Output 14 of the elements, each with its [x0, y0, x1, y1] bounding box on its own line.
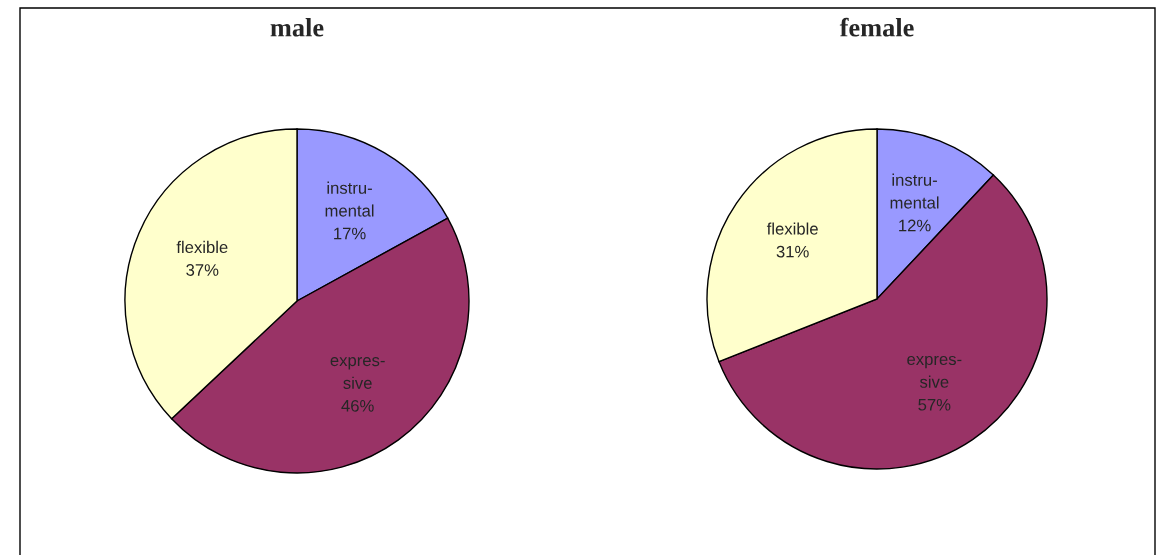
slice-label: instru- mental: [325, 181, 374, 217]
slice-label: expres- sive: [907, 355, 962, 388]
chart-title: male: [270, 18, 324, 37]
data-label: 57%: [918, 398, 951, 411]
slice-label: expres- sive: [330, 357, 385, 389]
data-label: 31%: [776, 245, 809, 258]
chart-title: female: [839, 17, 914, 37]
slice-label: flexible: [176, 240, 228, 254]
slice-label: flexible: [766, 222, 818, 235]
data-label: 12%: [899, 219, 931, 232]
data-label: 17%: [334, 227, 366, 240]
data-label: 46%: [341, 399, 374, 412]
slice-label: instru- mental: [890, 173, 939, 209]
data-label: 37%: [186, 264, 219, 276]
